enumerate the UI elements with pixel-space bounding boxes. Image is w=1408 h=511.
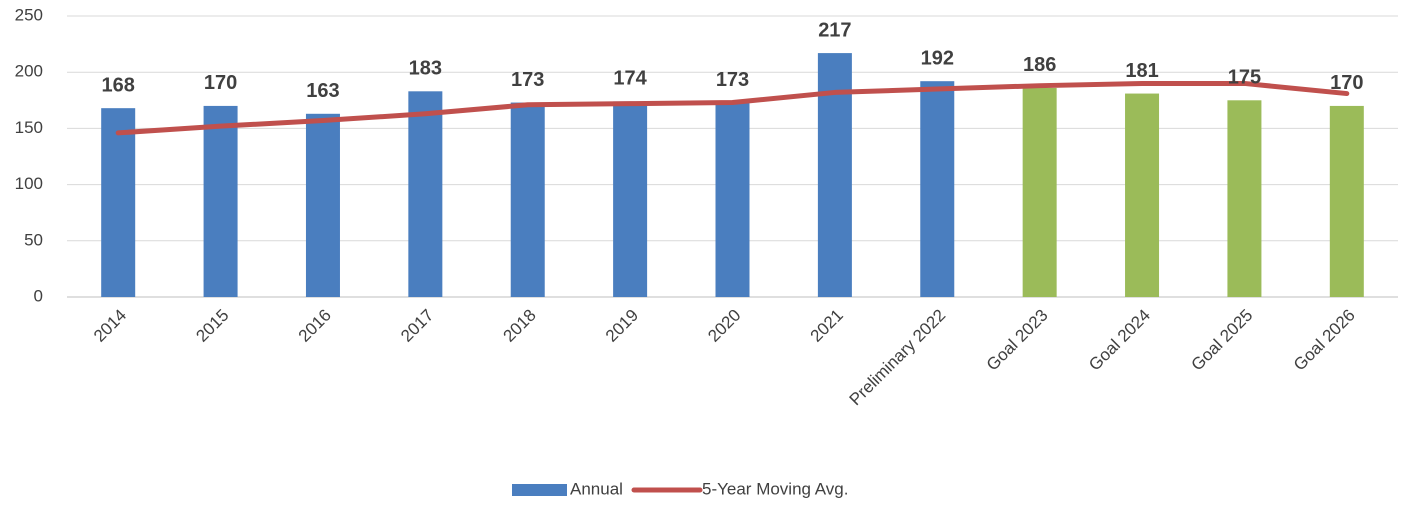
bar	[1227, 100, 1262, 297]
y-tick-label: 200	[15, 62, 43, 81]
y-tick-label: 50	[24, 230, 43, 249]
x-tick-label: 2018	[500, 306, 540, 346]
y-tick-label: 100	[15, 174, 43, 193]
x-tick-label: 2019	[602, 306, 642, 346]
bar	[203, 105, 238, 297]
data-label: 181	[1125, 60, 1158, 82]
data-label: 183	[409, 58, 442, 80]
data-label: 170	[1330, 72, 1363, 94]
bar	[101, 108, 136, 297]
data-label: 170	[204, 72, 237, 94]
bar	[305, 113, 340, 298]
data-label: 217	[818, 19, 851, 41]
data-label: 168	[102, 74, 135, 96]
x-tick-label: 2016	[295, 306, 335, 346]
data-label: 163	[306, 80, 339, 102]
data-label: 192	[921, 47, 954, 69]
bar	[920, 81, 955, 297]
x-tick-label: 2014	[90, 306, 130, 346]
bar	[408, 91, 443, 297]
bar	[1022, 87, 1057, 297]
x-tick-label: Goal 2026	[1290, 306, 1359, 375]
bar	[1125, 93, 1160, 297]
data-label: 173	[511, 69, 544, 91]
x-tick-label: Goal 2023	[983, 306, 1052, 375]
x-tick-label: Preliminary 2022	[846, 306, 950, 410]
x-tick-label: Goal 2024	[1085, 306, 1154, 375]
bar	[715, 102, 750, 297]
y-tick-label: 250	[15, 5, 43, 24]
x-tick-label: 2017	[397, 306, 437, 346]
legend-label: Annual	[570, 479, 623, 498]
data-label: 175	[1228, 67, 1261, 89]
moving-average-line	[115, 80, 1350, 136]
x-tick-label: 2020	[704, 306, 744, 346]
data-label: 186	[1023, 54, 1056, 76]
y-tick-label: 150	[15, 118, 43, 137]
x-tick-label: Goal 2025	[1188, 306, 1257, 375]
y-tick-label: 0	[34, 286, 43, 305]
bar	[510, 102, 545, 297]
legend-swatch	[512, 484, 567, 496]
x-tick-label: 2015	[192, 306, 232, 346]
data-label: 173	[716, 69, 749, 91]
x-tick-label: 2021	[807, 306, 847, 346]
data-label: 174	[613, 68, 647, 90]
bar	[613, 101, 648, 297]
bar	[1329, 105, 1364, 297]
legend-label: 5-Year Moving Avg.	[702, 479, 848, 498]
